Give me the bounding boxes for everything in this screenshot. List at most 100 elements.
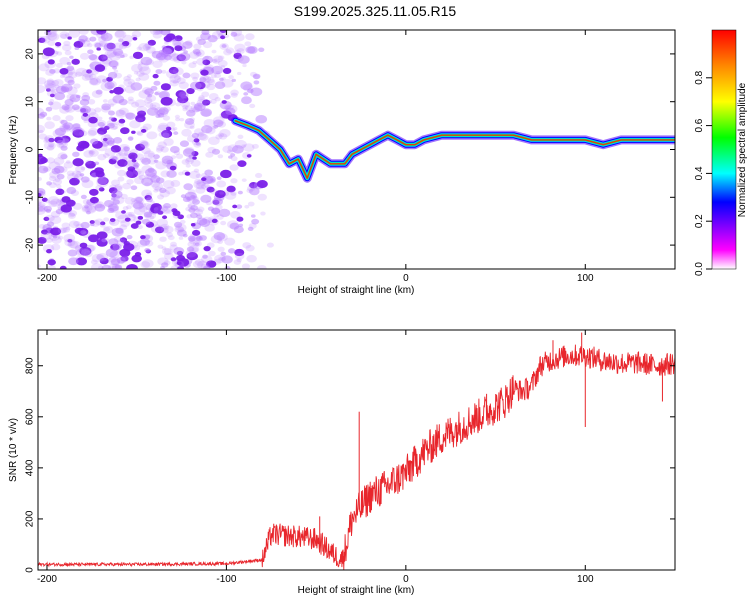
noise-blob (89, 78, 99, 85)
noise-blob (216, 180, 227, 188)
noise-blob (199, 235, 207, 241)
noise-blob (103, 217, 110, 222)
noise-blob (146, 131, 158, 140)
noise-blob (175, 117, 181, 122)
noise-blob (142, 86, 153, 95)
noise-blob (81, 94, 91, 102)
noise-blob (54, 50, 59, 55)
noise-blob (201, 125, 213, 134)
noise-blob (98, 187, 105, 192)
noise-blob (100, 55, 107, 60)
noise-blob (199, 77, 207, 83)
noise-blob (131, 101, 140, 108)
noise-blob (124, 160, 136, 169)
noise-blob (153, 80, 161, 86)
noise-blob (61, 196, 71, 203)
noise-blob (154, 91, 160, 96)
noise-blob (195, 181, 207, 190)
noise-blob (68, 30, 80, 38)
noise-blob (147, 39, 156, 46)
noise-blob (96, 47, 101, 51)
noise-blob (96, 252, 109, 262)
noise-blob (143, 234, 151, 240)
noise-blob (121, 210, 126, 214)
noise-blob (223, 49, 232, 56)
noise-blob (67, 71, 78, 79)
snr-panel: -200 -100 0 100 0 200 400 600 800 Height of stra… (8, 329, 676, 596)
noise-blob (97, 36, 107, 43)
noise-blob (55, 188, 65, 196)
noise-blob (105, 248, 118, 258)
noise-blob (97, 127, 108, 135)
noise-blob (38, 177, 42, 181)
noise-blob (163, 35, 173, 42)
noise-blob (230, 31, 238, 37)
noise-blob (179, 91, 189, 99)
noise-blob (101, 103, 111, 111)
noise-blob (230, 210, 241, 219)
y-tick-label: 0 (25, 567, 36, 573)
noise-blob (155, 69, 163, 75)
noise-blob (67, 213, 76, 219)
noise-blob (146, 192, 153, 198)
noise-blob (95, 89, 103, 95)
noise-blob (170, 179, 181, 188)
noise-blob (241, 178, 247, 182)
noise-blob (198, 95, 205, 100)
noise-blob (166, 121, 176, 129)
noise-blob (188, 108, 195, 113)
noise-blob (169, 145, 180, 154)
noise-blob (62, 138, 70, 144)
noise-blob (48, 182, 57, 189)
noise-blob (81, 73, 92, 82)
noise-blob (143, 150, 156, 159)
noise-blob (38, 236, 47, 244)
noise-blob (48, 161, 61, 171)
noise-blob (236, 71, 242, 76)
noise-blob (158, 49, 166, 56)
noise-blob (122, 34, 134, 43)
noise-blob (192, 60, 198, 65)
noise-blob (69, 55, 74, 59)
noise-blob (161, 45, 167, 49)
y-tick-label: -20 (25, 237, 36, 252)
noise-blob (87, 98, 96, 105)
noise-blob (97, 153, 107, 161)
noise-blob (103, 42, 116, 52)
noise-blob (42, 47, 55, 57)
noise-blob (100, 82, 113, 91)
noise-blob (207, 34, 218, 43)
noise-blob (258, 47, 265, 53)
noise-blob (217, 246, 225, 252)
noise-blob (196, 214, 203, 219)
noise-blob (75, 67, 88, 77)
noise-blob (137, 225, 143, 230)
noise-blob (47, 259, 56, 266)
noise-blob (59, 74, 66, 79)
noise-blob (118, 107, 129, 115)
noise-blob (182, 196, 191, 203)
noise-blob (102, 99, 108, 103)
noise-blob (118, 43, 127, 50)
noise-blob (85, 160, 96, 169)
noise-blob (170, 265, 180, 269)
noise-blob (59, 68, 69, 75)
noise-blob (102, 153, 110, 158)
noise-blob (117, 151, 123, 155)
noise-blob (192, 156, 197, 160)
noise-blob (113, 137, 123, 144)
noise-blob (212, 197, 223, 206)
noise-blob (78, 30, 89, 35)
noise-blob (230, 153, 236, 157)
noise-blob (65, 115, 74, 122)
noise-blob (93, 41, 104, 49)
noise-blob (38, 197, 44, 204)
noise-blob (128, 211, 135, 217)
noise-blob (132, 51, 143, 60)
noise-blob (85, 201, 92, 206)
noise-blob (160, 227, 169, 234)
noise-blob (126, 169, 139, 178)
noise-blob (80, 248, 91, 256)
noise-blob (80, 105, 92, 114)
noise-blob (175, 223, 187, 232)
